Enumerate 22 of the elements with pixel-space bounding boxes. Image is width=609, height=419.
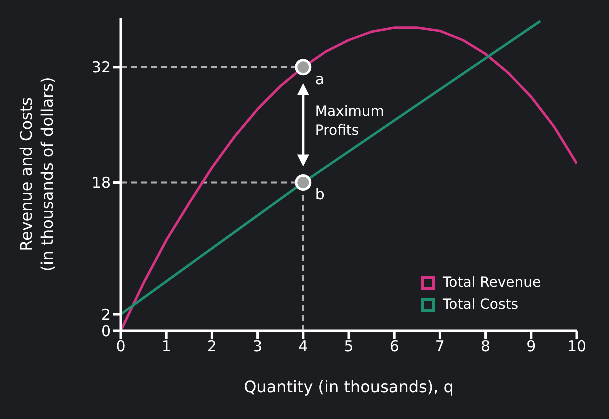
x-tick-label: 3 [253,338,263,356]
y-axis-title: Revenue and Costs (in thousands of dollars) [17,77,57,272]
annotation: a [315,70,325,88]
x-tick-label: 8 [481,338,491,356]
x-tick-label: 2 [207,338,217,356]
x-tick-label: 9 [526,338,536,356]
y-tick-label: 32 [92,58,111,77]
annotation: Maximum Profits [315,104,384,140]
x-tick-label: 10 [567,338,587,356]
annotation: b [315,186,325,204]
x-tick-label: 1 [162,338,172,356]
x-tick-label: 7 [435,338,445,356]
legend-label: Total Revenue [443,275,542,291]
x-tick-label: 0 [116,338,126,356]
x-tick-label: 6 [390,338,400,356]
x-tick-label: 5 [344,338,354,356]
legend-label: Total Costs [443,297,519,313]
y-tick-label: 2 [101,306,111,324]
y-tick-label: 18 [92,174,111,192]
x-axis-title: Quantity (in thousands), q [244,377,454,396]
x-tick-label: 4 [298,338,308,356]
y-tick-label: 0 [101,322,111,340]
